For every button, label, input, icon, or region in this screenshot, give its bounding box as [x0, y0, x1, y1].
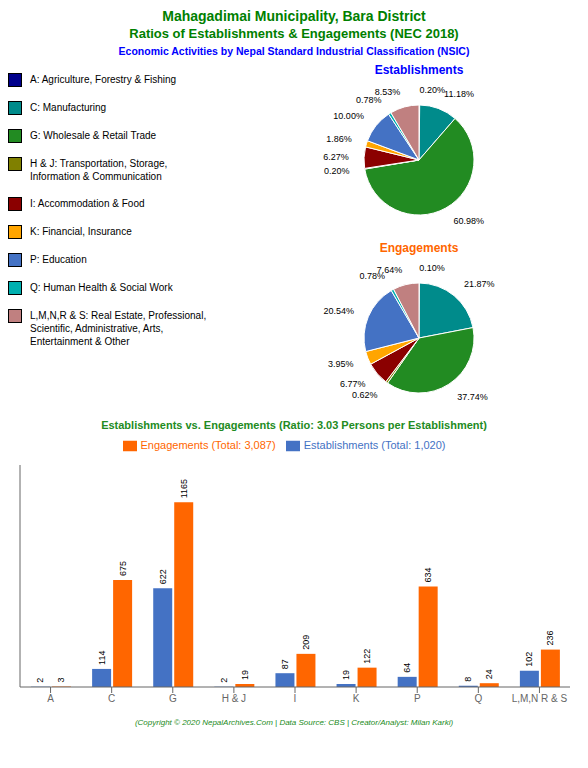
svg-text:L,M,N R & S: L,M,N R & S: [512, 693, 568, 704]
svg-text:122: 122: [362, 649, 372, 664]
svg-text:236: 236: [545, 631, 555, 646]
svg-text:P: P: [414, 693, 421, 704]
svg-text:102: 102: [524, 652, 534, 667]
svg-text:64: 64: [402, 663, 412, 673]
html-text:Mahagadimai Municipality, Bara: Mahagadimai Municipality, Bara District: [162, 8, 426, 24]
svg-text:3: 3: [57, 678, 67, 683]
html-text:Ratios of Establishments & Eng: Ratios of Establishments & Engagements (…: [129, 26, 459, 41]
svg-text:10.00%: 10.00%: [333, 111, 364, 121]
svg-text:C: C: [108, 693, 115, 704]
html-text:Engagements: Engagements: [379, 241, 459, 255]
svg-text:24: 24: [484, 669, 494, 679]
svg-text:H & J: H & J: [222, 693, 246, 704]
svg-text:634: 634: [423, 567, 433, 582]
svg-text:0.62%: 0.62%: [352, 390, 378, 400]
svg-text:114: 114: [97, 651, 107, 665]
svg-text:1.86%: 1.86%: [326, 134, 352, 144]
svg-text:19: 19: [240, 670, 250, 680]
svg-text:G: G: [169, 693, 177, 704]
html-text:Engagements (Total: 3,087): Engagements (Total: 3,087): [140, 439, 276, 451]
html-text:G: Wholesale & Retail Trade: G: Wholesale & Retail Trade: [30, 130, 157, 141]
svg-text:209: 209: [301, 635, 311, 650]
svg-text:622: 622: [158, 569, 168, 584]
svg-text:6.77%: 6.77%: [340, 379, 366, 389]
html-text:L,M,N,R & S: Real Estate, Prof: L,M,N,R & S: Real Estate, Professional, …: [30, 310, 207, 347]
svg-text:2: 2: [36, 678, 46, 683]
svg-text:I: I: [294, 693, 297, 704]
html-text:H & J: Transportation, Storage: H & J: Transportation, Storage, Informat…: [30, 158, 168, 182]
svg-text:0.78%: 0.78%: [359, 271, 385, 282]
svg-text:11.18%: 11.18%: [444, 89, 474, 99]
svg-text:675: 675: [118, 561, 128, 576]
svg-text:0.78%: 0.78%: [356, 95, 382, 106]
svg-text:0.10%: 0.10%: [419, 263, 445, 273]
svg-text:19: 19: [341, 670, 351, 680]
svg-text:0.20%: 0.20%: [324, 166, 350, 176]
html-text:Economic Activities by Nepal S: Economic Activities by Nepal Standard In…: [118, 45, 470, 57]
svg-text:A: A: [47, 693, 54, 704]
html-text:K: Financial, Insurance: K: Financial, Insurance: [30, 226, 132, 237]
svg-text:8.53%: 8.53%: [375, 87, 401, 97]
svg-text:20.54%: 20.54%: [324, 306, 355, 316]
html-text:P: Education: P: Education: [30, 254, 87, 265]
svg-text:8: 8: [463, 677, 473, 682]
svg-text:37.74%: 37.74%: [457, 392, 488, 402]
html-text:Establishments vs. Engagements: Establishments vs. Engagements (Ratio: 3…: [101, 419, 487, 431]
svg-text:60.98%: 60.98%: [453, 216, 484, 226]
svg-text:1165: 1165: [179, 479, 189, 498]
svg-text:7.64%: 7.64%: [377, 265, 403, 275]
svg-text:6.27%: 6.27%: [323, 152, 349, 162]
html-text:A: Agriculture, Forestry & Fis: A: Agriculture, Forestry & Fishing: [30, 74, 177, 85]
svg-text:3.95%: 3.95%: [328, 359, 354, 369]
html-text:Q: Human Health & Social Work: Q: Human Health & Social Work: [30, 282, 173, 293]
html-text:I: Accommodation & Food: I: Accommodation & Food: [30, 198, 145, 209]
html-text:Establishments (Total: 1,020): Establishments (Total: 1,020): [303, 439, 446, 451]
svg-text:87: 87: [280, 659, 290, 669]
svg-text:Q: Q: [474, 693, 482, 704]
html-text:C: Manufacturing: C: Manufacturing: [30, 102, 107, 113]
html-text:Establishments: Establishments: [374, 63, 464, 77]
html-text:(Copyright © 2020 NepalArchive: (Copyright © 2020 NepalArchives.Com | Da…: [134, 718, 454, 727]
svg-text:21.87%: 21.87%: [464, 279, 495, 289]
svg-text:2: 2: [219, 678, 229, 683]
svg-text:K: K: [353, 693, 360, 704]
svg-text:0.20%: 0.20%: [419, 85, 445, 95]
